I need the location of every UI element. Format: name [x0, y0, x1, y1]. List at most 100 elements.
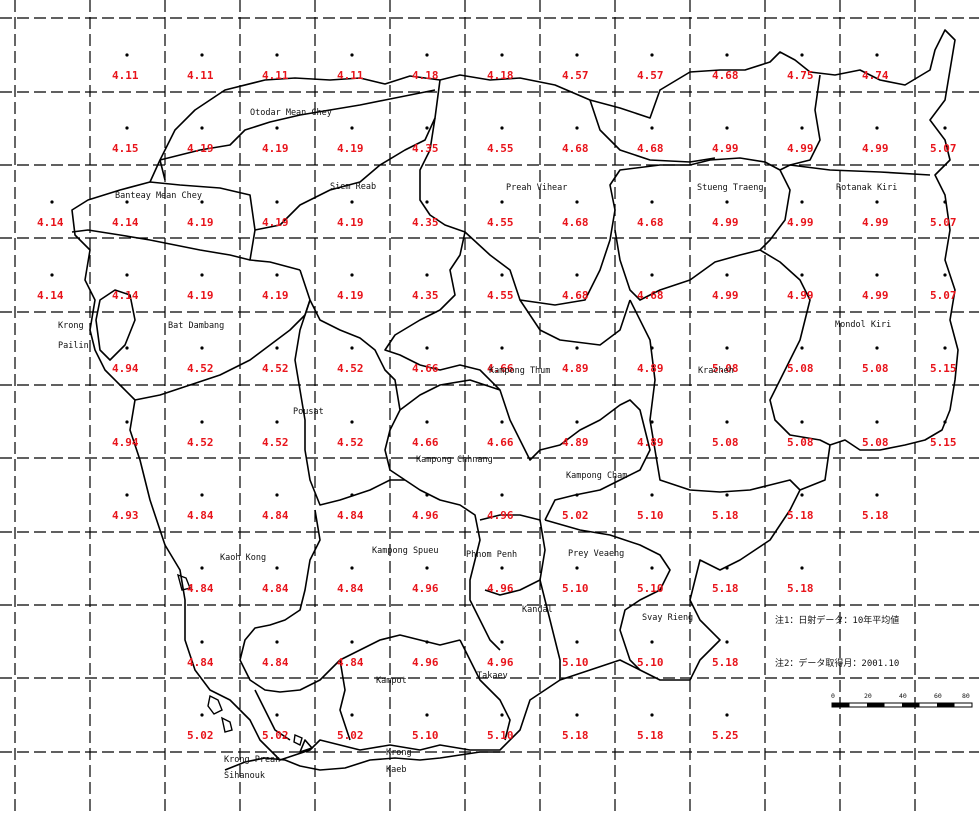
grid-point	[725, 640, 729, 644]
province-label: Krong	[386, 748, 412, 758]
grid-value: 5.10	[562, 656, 589, 669]
grid-value: 5.08	[712, 436, 739, 449]
grid-point	[725, 53, 729, 57]
grid-point	[350, 126, 354, 130]
grid-point	[943, 346, 947, 350]
grid-point	[200, 273, 204, 277]
province-label: Takaev	[477, 671, 508, 681]
grid-value: 4.55	[487, 142, 514, 155]
grid-point	[943, 200, 947, 204]
grid-point	[350, 420, 354, 424]
grid-value: 4.68	[712, 69, 739, 82]
grid-point	[575, 200, 579, 204]
grid-value: 4.66	[487, 436, 514, 449]
grid-point	[943, 126, 947, 130]
grid-point	[350, 566, 354, 570]
grid-point	[575, 493, 579, 497]
grid-value: 4.57	[562, 69, 589, 82]
grid-point	[275, 713, 279, 717]
grid-point	[200, 566, 204, 570]
grid-value: 4.84	[262, 656, 289, 669]
grid-value: 5.25	[712, 729, 739, 742]
grid-value: 4.11	[112, 69, 139, 82]
grid-point	[575, 53, 579, 57]
province-label: Kampong Spueu	[372, 546, 439, 556]
province-label: Rotanak Kiri	[836, 183, 897, 193]
grid-value: 5.08	[862, 436, 889, 449]
grid-point	[500, 640, 504, 644]
grid-point	[725, 346, 729, 350]
grid-point	[200, 640, 204, 644]
province-boundaries	[71, 29, 959, 771]
grid-point	[575, 713, 579, 717]
grid-point	[425, 420, 429, 424]
grid-value: 4.66	[412, 436, 439, 449]
grid-point	[650, 713, 654, 717]
grid-value: 4.75	[787, 69, 814, 82]
grid-value: 5.18	[712, 656, 739, 669]
grid-value: 4.99	[862, 216, 889, 229]
grid-point	[725, 200, 729, 204]
grid-value: 5.02	[337, 729, 364, 742]
grid-value: 5.18	[862, 509, 889, 522]
grid-point	[650, 420, 654, 424]
grid-value: 5.18	[712, 509, 739, 522]
grid-point	[650, 346, 654, 350]
grid-point	[500, 273, 504, 277]
grid-value: 4.84	[262, 509, 289, 522]
province-label: Siem Reab	[330, 182, 376, 192]
grid-point	[275, 566, 279, 570]
islands	[176, 573, 303, 747]
province-label: Otodar Mean Chey	[250, 108, 332, 118]
grid-point	[275, 273, 279, 277]
grid-value: 4.52	[337, 436, 364, 449]
grid-value: 5.18	[712, 582, 739, 595]
note-2: 注2：データ取得月：2001.10	[775, 657, 899, 669]
grid-point	[575, 273, 579, 277]
grid-value: 4.66	[487, 362, 514, 375]
grid-value: 5.07	[930, 142, 957, 155]
grid-point	[500, 200, 504, 204]
grid-point	[500, 126, 504, 130]
grid-value: 4.19	[187, 142, 214, 155]
grid-point	[200, 200, 204, 204]
grid-value: 4.96	[412, 656, 439, 669]
grid-value: 4.19	[187, 289, 214, 302]
grid-point	[125, 493, 129, 497]
grid-point	[650, 53, 654, 57]
grid-point	[650, 273, 654, 277]
grid-point	[425, 126, 429, 130]
grid-point	[500, 53, 504, 57]
province-label: Svay Rieng	[642, 613, 693, 623]
grid-point	[875, 420, 879, 424]
grid-point	[943, 420, 947, 424]
province-label: Kandal	[522, 605, 553, 615]
grid-point	[575, 420, 579, 424]
grid-value: 4.84	[337, 509, 364, 522]
grid-value: 5.10	[637, 582, 664, 595]
grid-value: 4.18	[412, 69, 439, 82]
note-1: 注1：日射データ：10年平均値	[775, 614, 899, 626]
grid-value: 4.57	[637, 69, 664, 82]
grid-value: 4.19	[262, 216, 289, 229]
province-label: Banteay Mean Chey	[115, 191, 202, 201]
grid-value: 5.07	[930, 289, 957, 302]
grid-point	[875, 126, 879, 130]
grid-point	[350, 640, 354, 644]
province-label: Kampong Cham	[566, 471, 627, 481]
grid-point	[575, 346, 579, 350]
grid-point	[725, 493, 729, 497]
province-label: Preah Vihear	[506, 183, 567, 193]
grid-point	[350, 273, 354, 277]
province-label: Krong	[58, 321, 84, 331]
grid-point	[875, 493, 879, 497]
grid-point	[350, 346, 354, 350]
grid-point	[800, 126, 804, 130]
grid-point	[350, 53, 354, 57]
grid-point	[200, 53, 204, 57]
province-label: Stueng Traeng	[697, 183, 764, 193]
grid-value: 4.68	[562, 142, 589, 155]
province-label: Bat Dambang	[168, 321, 224, 331]
grid-point	[425, 640, 429, 644]
